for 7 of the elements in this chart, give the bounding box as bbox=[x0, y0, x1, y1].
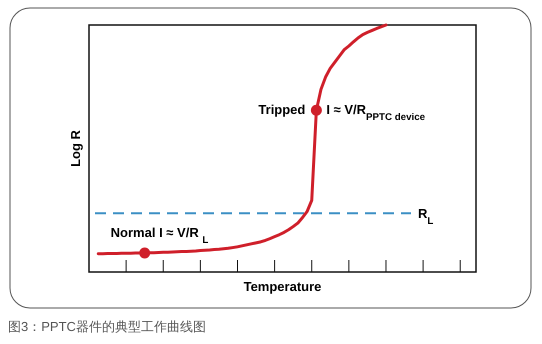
annotation: Normal I ≈ V/R $_{L}$ bbox=[110, 224, 208, 246]
y-axis-title: Log R bbox=[68, 129, 83, 167]
caption: 图3：PPTC器件的典型工作曲线图 bbox=[8, 319, 206, 334]
annotation: Tripped bbox=[258, 102, 306, 118]
x-axis-title: Temperature bbox=[244, 279, 322, 294]
ref-line-label: R$_{L}$ bbox=[418, 206, 434, 227]
annotation: I ≈ V/R$_{PPTC device}$ bbox=[326, 102, 426, 123]
